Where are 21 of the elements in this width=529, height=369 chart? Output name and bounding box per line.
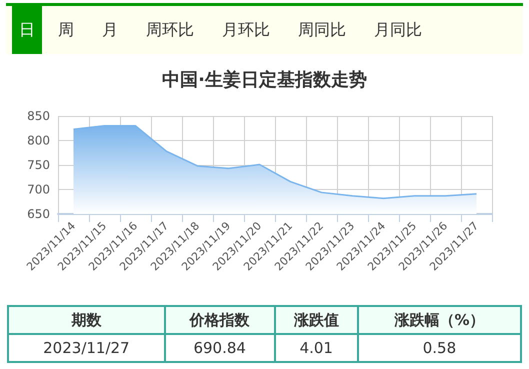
text: 涨跌幅（%） bbox=[358, 306, 521, 334]
text: 月 bbox=[101, 18, 119, 40]
text: 2023/11/27 bbox=[8, 334, 165, 362]
text: 期数 bbox=[8, 306, 165, 334]
text: 日 bbox=[12, 6, 42, 54]
text: 周环比 bbox=[145, 18, 195, 40]
y-tick-label: 800 bbox=[27, 134, 50, 148]
y-tick-label: 750 bbox=[27, 158, 50, 172]
y-tick-label: 650 bbox=[27, 207, 50, 221]
text: 涨跌值 bbox=[274, 306, 358, 334]
y-tick-label: 850 bbox=[27, 109, 50, 123]
text: 4.01 bbox=[274, 334, 358, 362]
text: 月环比 bbox=[221, 18, 271, 40]
text: 周 bbox=[57, 18, 75, 40]
text: 0.58 bbox=[358, 334, 521, 362]
text: 价格指数 bbox=[164, 306, 275, 334]
text: 月同比 bbox=[373, 18, 423, 40]
chart-title: 中国·生姜日定基指数走势 bbox=[162, 68, 367, 90]
text: 周同比 bbox=[297, 18, 347, 40]
y-tick-label: 700 bbox=[27, 182, 50, 196]
text: 690.84 bbox=[164, 334, 275, 362]
